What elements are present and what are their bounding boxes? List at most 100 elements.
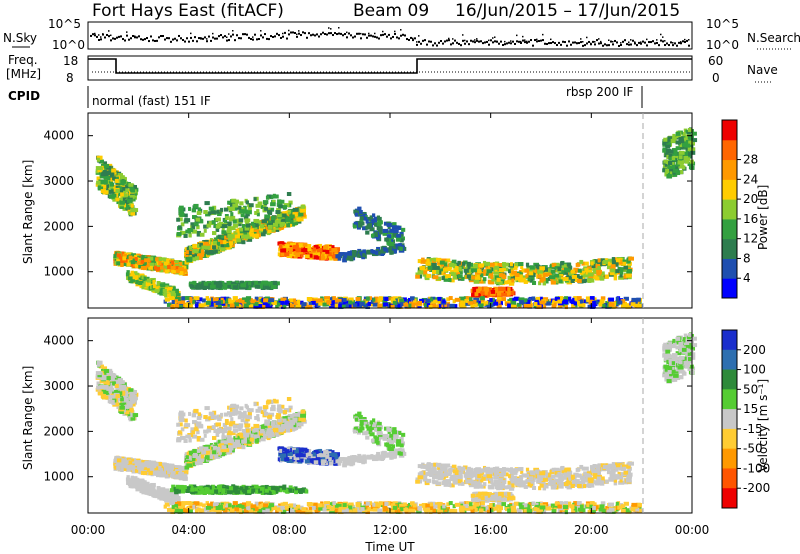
power-cell	[456, 266, 462, 271]
power-cell	[213, 281, 219, 286]
freq-panel	[87, 55, 693, 81]
power-cell	[579, 299, 584, 304]
power-cell	[542, 272, 548, 277]
power-cell	[391, 225, 398, 230]
power-cell	[190, 222, 195, 227]
power-cell	[511, 270, 517, 275]
nsky-point	[128, 38, 130, 41]
power-cell	[615, 258, 621, 263]
power-cell	[270, 301, 277, 306]
power-cell	[307, 247, 312, 252]
power-cell	[602, 303, 606, 308]
power-cell	[270, 202, 276, 207]
power-cell	[341, 304, 347, 309]
power-cell	[215, 301, 221, 306]
power-cell	[518, 262, 524, 267]
power-cell	[315, 252, 320, 257]
velocity-heatmap	[95, 332, 698, 515]
nsky-point	[96, 35, 98, 38]
nsky-point	[318, 35, 320, 38]
power-cell	[120, 177, 125, 182]
power-cell	[563, 277, 569, 282]
power-cell	[674, 164, 681, 169]
power-cell	[564, 305, 568, 310]
power-cell	[580, 273, 587, 278]
velocity-cell	[129, 391, 134, 396]
power-cell	[184, 247, 189, 252]
power-cell	[279, 223, 284, 228]
power-cell	[212, 297, 219, 302]
power-cell	[461, 276, 465, 281]
nsky-point	[550, 38, 552, 41]
power-cell	[506, 280, 512, 285]
power-cell	[600, 296, 606, 301]
power-cell	[478, 263, 485, 268]
power-cell	[494, 280, 500, 285]
power-cell	[367, 222, 372, 227]
velocity-cell	[106, 381, 113, 386]
power-cell	[257, 299, 262, 304]
nsky-point	[582, 41, 584, 43]
power-cell	[291, 242, 297, 247]
velocity-cell	[122, 467, 128, 472]
nsky-point	[388, 33, 390, 36]
power-cell	[177, 225, 182, 230]
nsky-point	[212, 36, 214, 39]
power-cell	[592, 267, 599, 272]
power-cell	[586, 298, 590, 303]
nsky-point	[356, 32, 358, 35]
nsky-point	[518, 40, 520, 43]
power-cell	[466, 274, 471, 279]
nsky-point	[170, 40, 172, 43]
power-cell	[617, 266, 621, 271]
power-cell	[459, 304, 465, 309]
power-cell	[246, 234, 252, 239]
power-cell	[609, 260, 614, 265]
power-cell	[519, 300, 524, 305]
nsky-point	[494, 36, 496, 38]
power-cell	[615, 269, 620, 274]
nsky-point	[278, 34, 280, 37]
power-cell	[371, 252, 378, 257]
power-cell	[200, 249, 205, 254]
velocity-cell	[117, 378, 123, 383]
power-cell	[171, 265, 176, 270]
freq-label-1: Freq.	[8, 53, 38, 67]
power-cell	[672, 151, 678, 156]
power-cell	[170, 293, 176, 298]
power-cell	[542, 297, 549, 302]
nsky-point	[406, 38, 408, 41]
power-cell	[539, 278, 544, 283]
power-cell	[288, 200, 293, 205]
power-cell	[312, 247, 316, 252]
power-cell	[310, 254, 316, 259]
nsky-point	[684, 40, 686, 43]
nsky-point	[416, 43, 418, 46]
power-cell	[196, 243, 201, 248]
velocity-cell	[125, 393, 129, 398]
power-cell	[265, 303, 270, 308]
power-cell	[277, 199, 282, 204]
power-cell	[177, 301, 183, 306]
power-cell	[360, 251, 365, 256]
power-cell	[297, 217, 304, 222]
power-cell	[600, 258, 605, 263]
power-cell	[666, 174, 672, 179]
power-cell	[374, 233, 379, 238]
power-cell	[594, 264, 601, 269]
power-cell	[687, 161, 692, 166]
power-cell	[183, 233, 188, 238]
power-cell	[167, 286, 173, 291]
power-cell	[220, 243, 224, 248]
nsky-point	[426, 43, 428, 46]
power-cell	[97, 168, 102, 173]
power-cell	[476, 289, 482, 294]
power-cell	[367, 301, 371, 306]
nsky-point	[330, 28, 332, 30]
power-cell	[215, 227, 220, 232]
nsky-point	[488, 43, 490, 46]
nsky-point	[476, 38, 478, 40]
nsky-point	[574, 41, 576, 44]
power-cell	[164, 297, 170, 302]
nsky-point	[608, 44, 610, 47]
